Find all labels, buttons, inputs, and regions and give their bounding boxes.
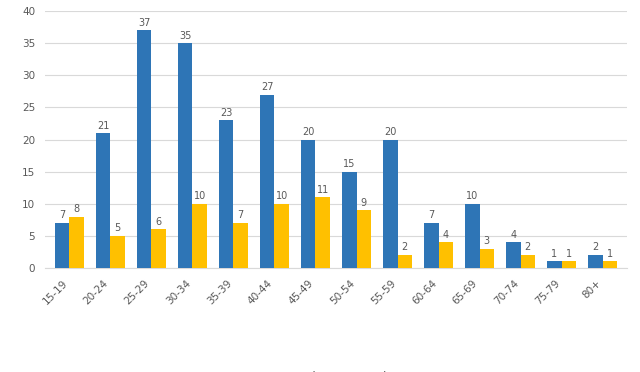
Text: 35: 35 <box>179 31 191 41</box>
Bar <box>479 248 494 268</box>
Bar <box>383 140 397 268</box>
Bar <box>561 262 576 268</box>
Text: 20: 20 <box>302 127 314 137</box>
Bar <box>193 204 207 268</box>
Bar <box>465 204 479 268</box>
Text: 1: 1 <box>551 249 557 259</box>
Bar <box>275 204 289 268</box>
Bar <box>506 242 520 268</box>
Bar <box>219 120 234 268</box>
Text: 23: 23 <box>220 108 232 118</box>
Bar <box>137 31 152 268</box>
Text: 9: 9 <box>360 198 367 208</box>
Text: 7: 7 <box>237 210 244 220</box>
Bar <box>316 197 330 268</box>
Text: 7: 7 <box>59 210 65 220</box>
Text: 3: 3 <box>484 236 490 246</box>
Text: 5: 5 <box>115 223 121 233</box>
Bar <box>588 255 603 268</box>
Bar <box>260 94 275 268</box>
Text: 2: 2 <box>525 243 531 253</box>
Bar <box>55 223 69 268</box>
Text: 10: 10 <box>193 191 205 201</box>
Text: 20: 20 <box>384 127 397 137</box>
Text: 8: 8 <box>74 204 79 214</box>
Bar <box>397 255 412 268</box>
Text: 11: 11 <box>317 185 329 195</box>
Text: 1: 1 <box>607 249 613 259</box>
Text: 2: 2 <box>592 243 598 253</box>
Text: 6: 6 <box>156 217 162 227</box>
Bar <box>111 236 125 268</box>
Bar <box>356 210 371 268</box>
Text: 10: 10 <box>467 191 479 201</box>
Text: 1: 1 <box>566 249 572 259</box>
Bar <box>520 255 535 268</box>
Bar <box>438 242 453 268</box>
Bar <box>152 229 166 268</box>
Text: 10: 10 <box>276 191 288 201</box>
Text: 7: 7 <box>428 210 435 220</box>
Bar <box>301 140 316 268</box>
Bar <box>603 262 617 268</box>
Legend: Male, Female: Male, Female <box>277 371 395 372</box>
Text: 4: 4 <box>443 230 449 240</box>
Bar <box>69 217 84 268</box>
Bar <box>547 262 561 268</box>
Bar <box>424 223 438 268</box>
Bar <box>234 223 248 268</box>
Text: 15: 15 <box>343 159 355 169</box>
Text: 21: 21 <box>97 121 109 131</box>
Text: 2: 2 <box>401 243 408 253</box>
Text: 37: 37 <box>138 18 150 28</box>
Bar <box>96 133 111 268</box>
Bar <box>178 43 193 268</box>
Bar <box>342 171 356 268</box>
Text: 4: 4 <box>510 230 516 240</box>
Text: 27: 27 <box>261 82 273 92</box>
